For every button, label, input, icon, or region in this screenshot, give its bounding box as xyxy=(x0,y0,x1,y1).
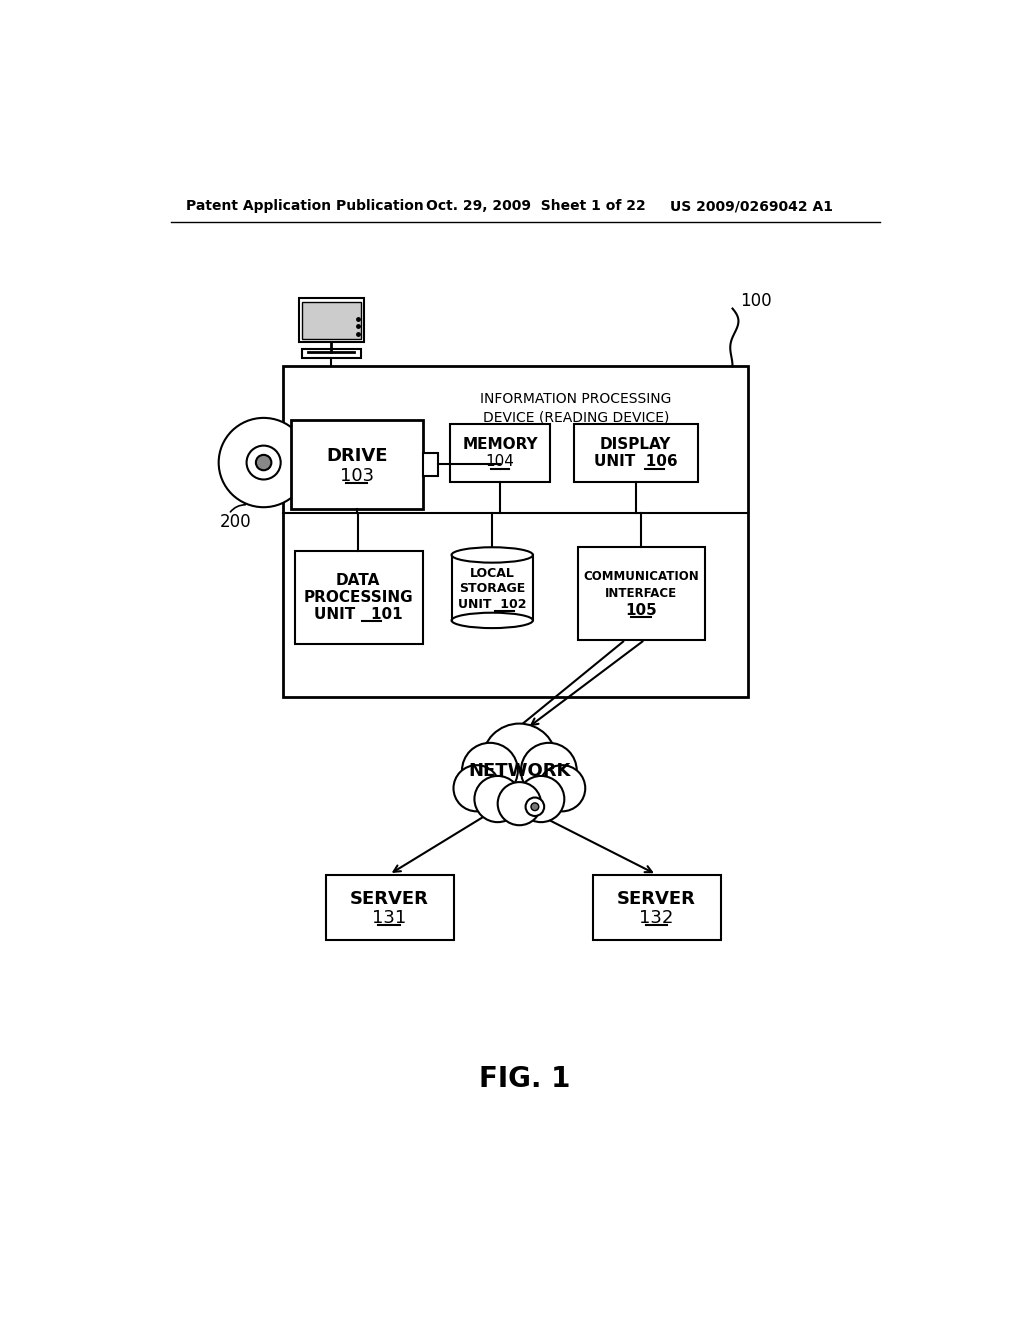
FancyBboxPatch shape xyxy=(326,875,454,940)
FancyBboxPatch shape xyxy=(573,424,697,482)
FancyBboxPatch shape xyxy=(302,350,360,358)
Ellipse shape xyxy=(452,548,532,562)
FancyBboxPatch shape xyxy=(423,453,438,475)
Text: COMMUNICATION: COMMUNICATION xyxy=(584,570,699,583)
Text: 131: 131 xyxy=(372,909,407,928)
FancyBboxPatch shape xyxy=(295,552,423,644)
FancyBboxPatch shape xyxy=(302,302,360,339)
Text: DISPLAY: DISPLAY xyxy=(600,437,672,453)
Text: UNIT   101: UNIT 101 xyxy=(314,607,402,622)
Text: Oct. 29, 2009  Sheet 1 of 22: Oct. 29, 2009 Sheet 1 of 22 xyxy=(426,199,646,213)
Text: PROCESSING: PROCESSING xyxy=(303,590,413,605)
Circle shape xyxy=(256,455,271,470)
Circle shape xyxy=(518,776,564,822)
Text: 103: 103 xyxy=(340,467,374,486)
Circle shape xyxy=(531,803,539,810)
FancyBboxPatch shape xyxy=(593,875,721,940)
Circle shape xyxy=(219,418,308,507)
FancyBboxPatch shape xyxy=(299,298,365,342)
FancyBboxPatch shape xyxy=(283,367,748,697)
Text: INFORMATION PROCESSING
DEVICE (READING DEVICE): INFORMATION PROCESSING DEVICE (READING D… xyxy=(480,392,672,425)
Text: DATA: DATA xyxy=(336,573,380,587)
Text: SERVER: SERVER xyxy=(617,890,696,908)
FancyBboxPatch shape xyxy=(578,548,706,640)
Text: UNIT  106: UNIT 106 xyxy=(594,454,678,470)
Text: 132: 132 xyxy=(639,909,674,928)
Text: DRIVE: DRIVE xyxy=(326,447,387,466)
Text: UNIT  102: UNIT 102 xyxy=(458,598,526,611)
Circle shape xyxy=(462,743,518,799)
Circle shape xyxy=(525,797,544,816)
Circle shape xyxy=(539,766,586,812)
Text: SERVER: SERVER xyxy=(350,890,429,908)
Circle shape xyxy=(247,446,281,479)
Circle shape xyxy=(474,776,521,822)
Text: LOCAL: LOCAL xyxy=(470,566,515,579)
FancyBboxPatch shape xyxy=(291,420,423,508)
Text: FIG. 1: FIG. 1 xyxy=(479,1064,570,1093)
Circle shape xyxy=(498,781,541,825)
Ellipse shape xyxy=(452,612,532,628)
Text: NETWORK: NETWORK xyxy=(468,762,570,780)
Circle shape xyxy=(454,766,500,812)
Text: 105: 105 xyxy=(626,603,657,618)
Text: US 2009/0269042 A1: US 2009/0269042 A1 xyxy=(671,199,834,213)
Text: 104: 104 xyxy=(485,454,514,470)
Text: 200: 200 xyxy=(219,513,251,531)
Text: MEMORY: MEMORY xyxy=(462,437,538,453)
FancyBboxPatch shape xyxy=(450,424,550,482)
Circle shape xyxy=(521,743,577,799)
Text: STORAGE: STORAGE xyxy=(459,582,525,595)
Text: INTERFACE: INTERFACE xyxy=(605,587,677,601)
Text: Patent Application Publication: Patent Application Publication xyxy=(186,199,424,213)
Text: 100: 100 xyxy=(740,292,772,310)
Circle shape xyxy=(482,723,557,797)
